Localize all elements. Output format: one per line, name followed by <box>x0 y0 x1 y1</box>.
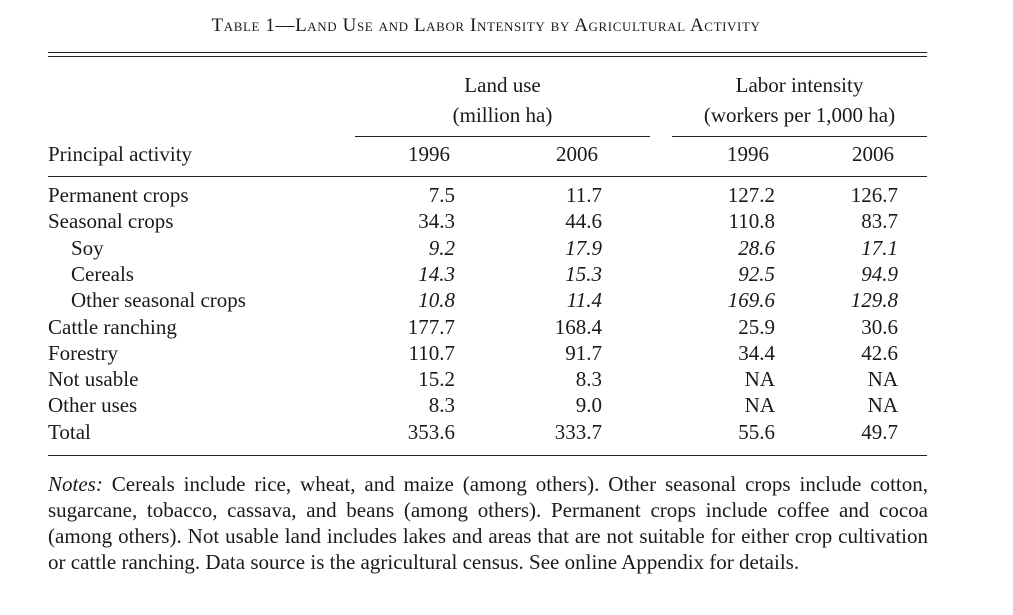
table-cell: 49.7 <box>861 419 898 444</box>
table-cell: 169.6 <box>727 288 775 313</box>
table-cell: 17.9 <box>565 235 602 260</box>
table-cell: NA <box>744 367 775 392</box>
row-label: Total <box>48 419 91 444</box>
table-cell: 8.3 <box>428 393 455 418</box>
table-notes: Notes: Cereals include rice, wheat, and … <box>48 471 928 575</box>
table-cell: 14.3 <box>418 261 455 286</box>
row-label: Cereals <box>71 261 134 286</box>
land-use-header: Land use <box>464 73 541 97</box>
year-header: 2006 <box>852 142 894 166</box>
table-cell: 91.7 <box>565 340 602 365</box>
header-rule <box>48 176 927 177</box>
row-label: Cattle ranching <box>48 314 177 339</box>
table-cell: 127.2 <box>727 183 775 207</box>
table-cell: NA <box>744 393 775 418</box>
table-cell: 11.7 <box>566 183 602 207</box>
table-cell: 44.6 <box>565 209 602 234</box>
row-label: Other uses <box>48 393 138 418</box>
table-cell: 168.4 <box>554 314 602 339</box>
table-cell: 34.4 <box>738 340 775 365</box>
table-cell: 94.9 <box>861 261 898 286</box>
table-cell: 7.5 <box>428 183 455 207</box>
table-cell: 34.3 <box>418 209 455 234</box>
row-label: Not usable <box>48 367 139 392</box>
table-cell: 333.7 <box>554 419 602 444</box>
row-label: Seasonal crops <box>48 209 174 234</box>
top-rule-upper <box>48 52 927 53</box>
table-cell: 10.8 <box>418 288 455 313</box>
table-cell: 126.7 <box>850 183 898 207</box>
table-cell: 110.7 <box>408 340 455 365</box>
land-use-unit: (million ha) <box>452 103 553 127</box>
bottom-rule <box>48 455 927 456</box>
row-label: Permanent crops <box>48 183 189 207</box>
table-cell: NA <box>867 367 898 392</box>
table-cell: 15.3 <box>565 261 602 286</box>
labor-intensity-group-rule <box>672 136 927 137</box>
row-label: Soy <box>71 235 104 260</box>
table-cell: 42.6 <box>861 340 898 365</box>
labor-intensity-header: Labor intensity <box>735 73 864 97</box>
table-cell: 28.6 <box>738 235 775 260</box>
table-cell: 17.1 <box>861 235 898 260</box>
table-cell: 83.7 <box>861 209 898 234</box>
table-cell: 8.3 <box>575 367 602 392</box>
table-cell: 353.6 <box>407 419 455 444</box>
land-use-group-rule <box>355 136 650 137</box>
notes-label: Notes: <box>48 472 103 496</box>
year-header: 2006 <box>556 142 598 166</box>
table-cell: 30.6 <box>861 314 898 339</box>
table-cell: 110.8 <box>728 209 775 234</box>
row-label: Other seasonal crops <box>71 288 246 313</box>
table-cell: 92.5 <box>738 261 775 286</box>
table-cell: 129.8 <box>850 288 898 313</box>
year-header: 1996 <box>408 142 450 166</box>
table-cell: 177.7 <box>407 314 455 339</box>
table-cell: 9.2 <box>428 235 455 260</box>
table-cell: 9.0 <box>575 393 602 418</box>
notes-text: Cereals include rice, wheat, and maize (… <box>48 472 928 574</box>
top-rule-lower <box>48 56 927 57</box>
table-cell: NA <box>867 393 898 418</box>
year-header: 1996 <box>727 142 769 166</box>
table-cell: 15.2 <box>418 367 455 392</box>
table-cell: 55.6 <box>738 419 775 444</box>
row-label-header: Principal activity <box>48 142 193 166</box>
labor-intensity-unit: (workers per 1,000 ha) <box>703 103 896 127</box>
row-label: Forestry <box>48 340 118 365</box>
table-cell: 25.9 <box>738 314 775 339</box>
table-cell: 11.4 <box>566 288 602 313</box>
table-title: Table 1—Land Use and Labor Intensity by … <box>211 15 761 36</box>
